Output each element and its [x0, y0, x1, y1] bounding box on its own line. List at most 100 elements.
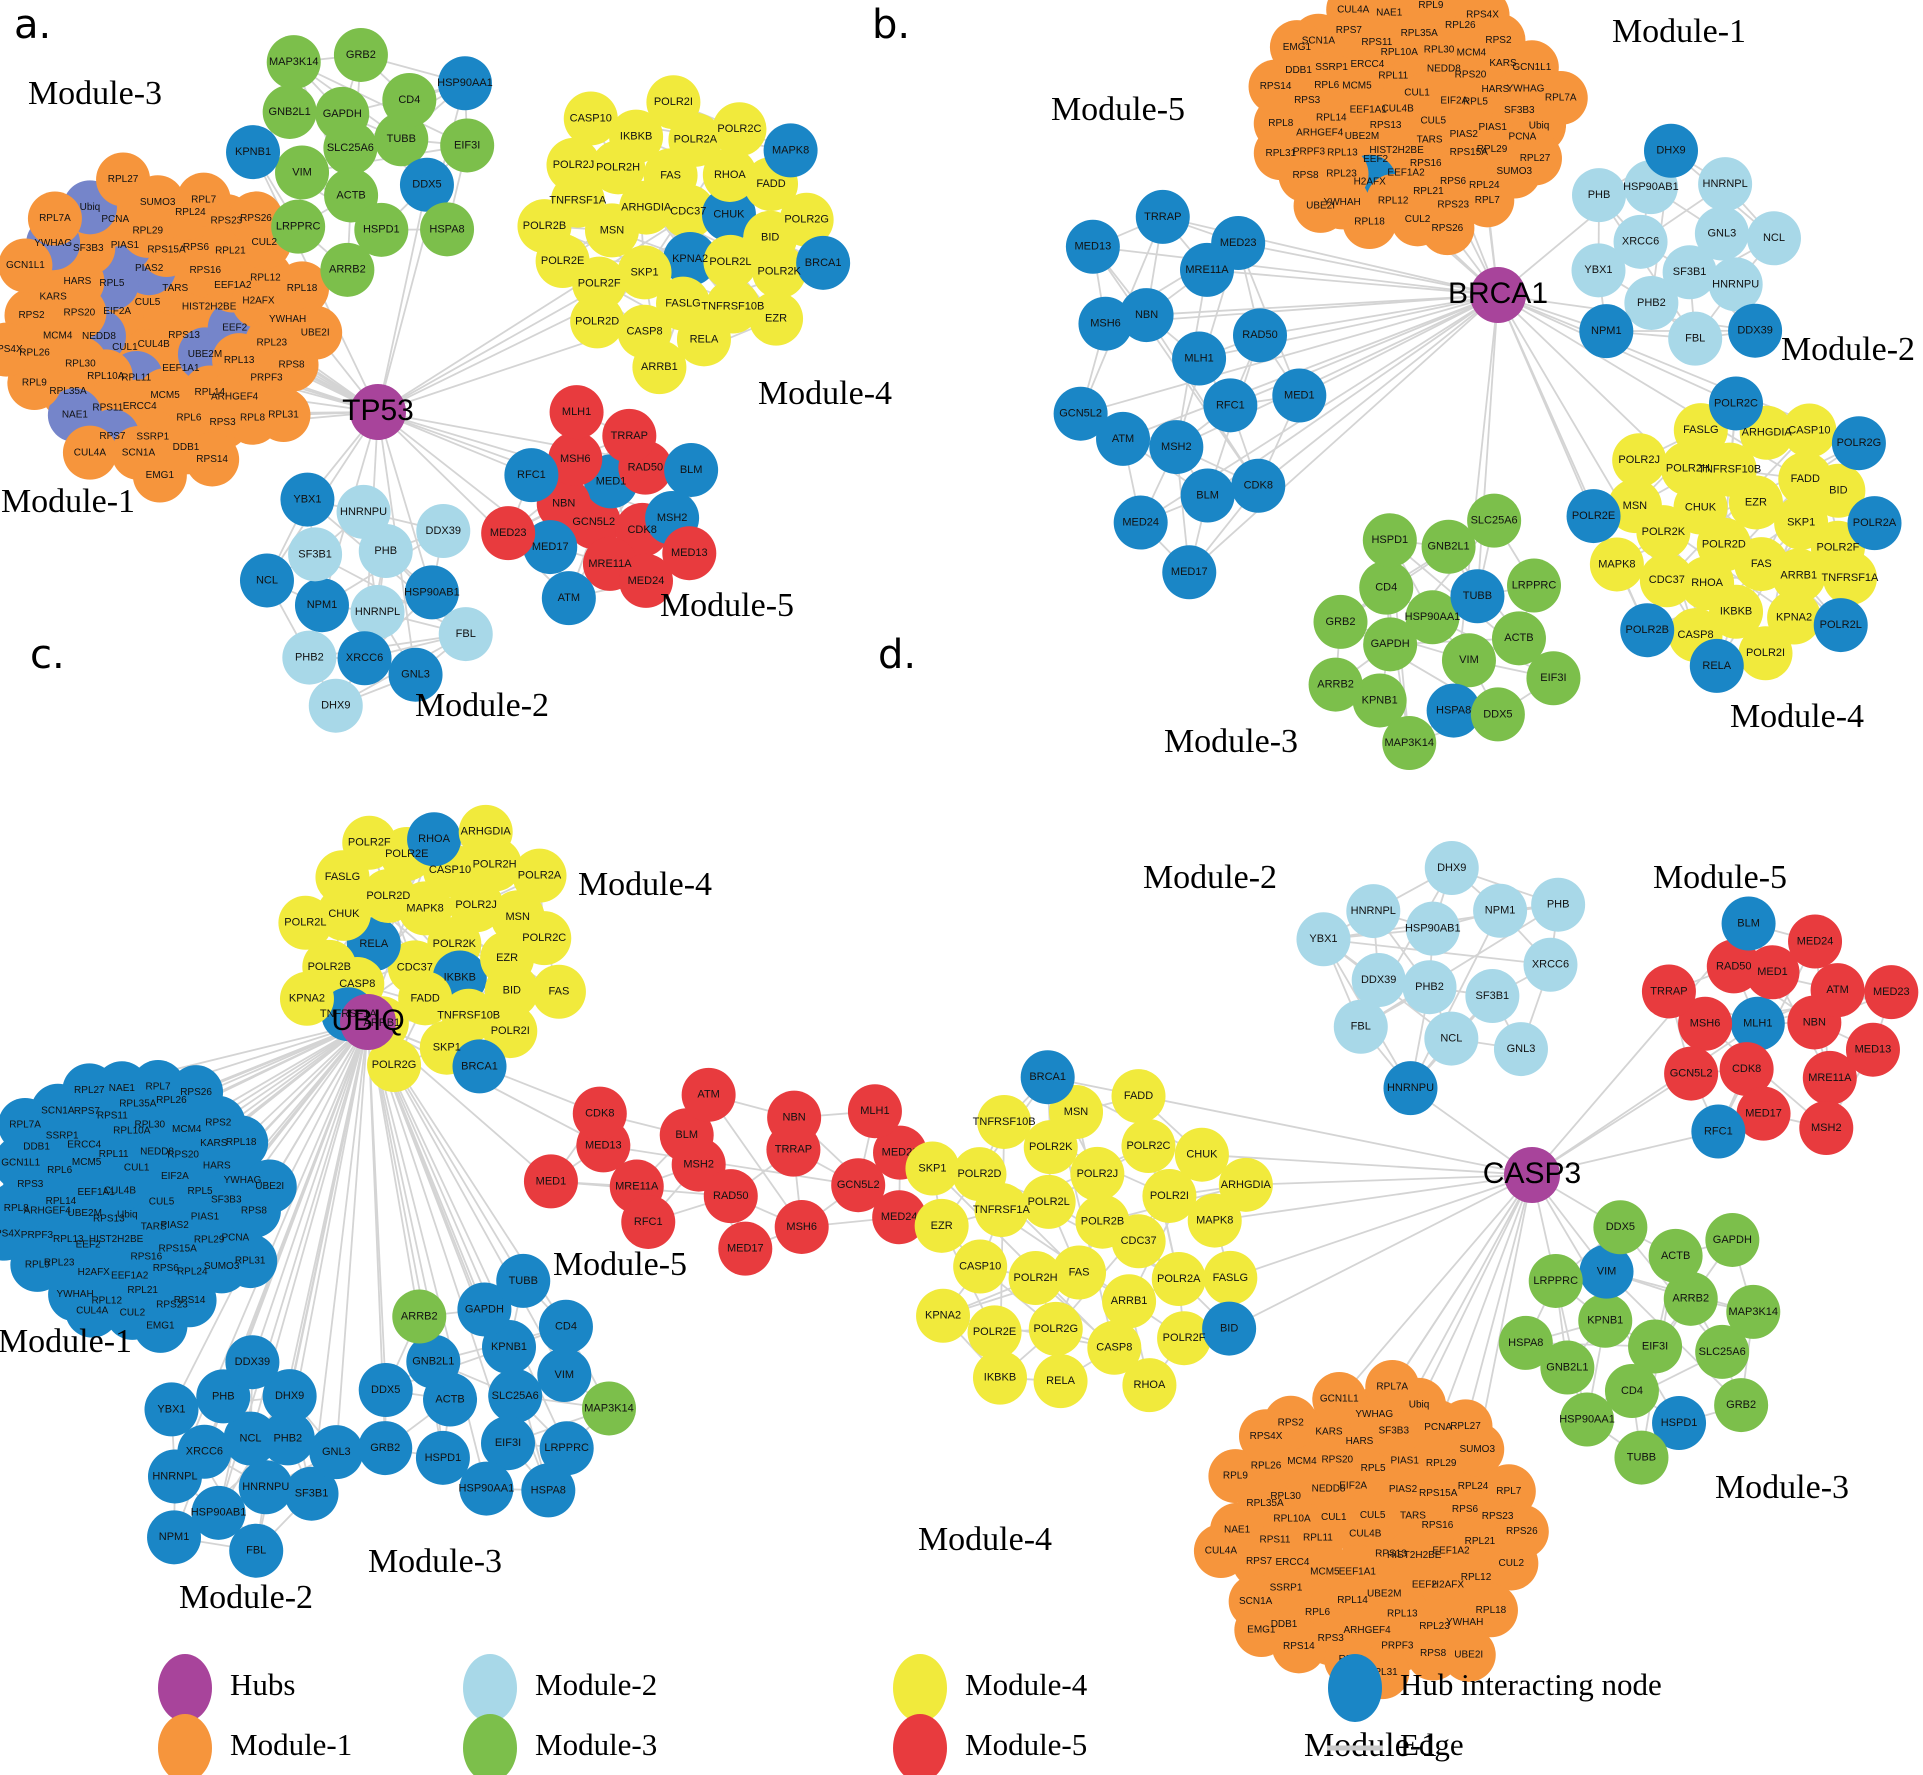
node-XRCC6[interactable] [1523, 937, 1578, 992]
node-NPM1[interactable] [1579, 304, 1634, 359]
node-HSPD1[interactable] [1362, 513, 1417, 568]
node-CD4[interactable] [1359, 560, 1414, 615]
node-HNRNPL[interactable] [147, 1449, 202, 1504]
node-HSP90AB1[interactable] [404, 565, 459, 620]
node-PHB2[interactable] [1402, 960, 1457, 1015]
node-LRPPRC[interactable] [271, 199, 326, 254]
node-MAP3K14[interactable] [1382, 716, 1437, 771]
node-TNFRSF10B[interactable] [977, 1094, 1032, 1149]
node-DDX5[interactable] [399, 157, 454, 212]
node-LRPPRC[interactable] [539, 1421, 594, 1476]
node-DDX5[interactable] [1470, 687, 1525, 742]
node-POLR2A[interactable] [1151, 1251, 1206, 1306]
node-XRCC6[interactable] [1613, 214, 1668, 269]
node-EIF3I[interactable] [1628, 1319, 1683, 1374]
node-RFC1[interactable] [621, 1194, 676, 1249]
node-BRCA1[interactable] [452, 1039, 507, 1094]
node-TNFRSF1A[interactable] [1822, 551, 1877, 606]
node-POLR2I[interactable] [1142, 1168, 1197, 1223]
node-NBN[interactable] [1119, 288, 1174, 343]
node-SKP1[interactable] [905, 1141, 960, 1196]
node-POLR2B[interactable] [517, 199, 572, 254]
node-NPM1[interactable] [147, 1510, 202, 1565]
node-POLR2E[interactable] [967, 1305, 1022, 1360]
node-POLR2F[interactable] [342, 815, 397, 870]
node-HNRNPL[interactable] [350, 584, 405, 639]
node-MSH2[interactable] [1149, 420, 1204, 475]
node-HNRNPL[interactable] [1698, 157, 1753, 212]
node-KPNA2[interactable] [279, 971, 334, 1026]
node-EMG1[interactable] [132, 448, 187, 503]
node-POLR2G[interactable] [1831, 416, 1886, 471]
node-NBN[interactable] [767, 1090, 822, 1145]
node-POLR2L[interactable] [1021, 1174, 1076, 1229]
node-ATM[interactable] [1096, 411, 1151, 466]
node-GCN5L2[interactable] [1664, 1046, 1719, 1101]
node-MLH1[interactable] [1172, 331, 1227, 386]
node-MED17[interactable] [718, 1221, 773, 1276]
node-POLR2J[interactable] [546, 137, 601, 192]
node-RHOA[interactable] [702, 147, 757, 202]
node-FADD[interactable] [1111, 1069, 1166, 1124]
node-HSP90AA1[interactable] [1560, 1392, 1615, 1447]
node-GNL3[interactable] [388, 647, 443, 702]
node-POLR2F[interactable] [1157, 1311, 1212, 1366]
node-MED23[interactable] [481, 506, 536, 561]
node-DHX9[interactable] [1643, 123, 1698, 178]
node-EMG1[interactable] [1269, 20, 1324, 75]
node-FBL[interactable] [229, 1523, 284, 1578]
node-RAD50[interactable] [1232, 308, 1287, 363]
node-RHOA[interactable] [407, 812, 462, 867]
node-POLR2A[interactable] [1847, 496, 1902, 551]
node-YBX1[interactable] [280, 472, 335, 527]
node-IKBKB[interactable] [609, 109, 664, 164]
node-KPNB1[interactable] [1352, 673, 1407, 728]
node-RAD50[interactable] [1706, 939, 1761, 994]
node-HSP90AA1[interactable] [459, 1461, 514, 1516]
node-ARRB1[interactable] [1771, 548, 1826, 603]
node-MED13[interactable] [662, 526, 717, 581]
node-MAP3K14[interactable] [1726, 1284, 1781, 1339]
node-LRPPRC[interactable] [1507, 558, 1562, 613]
node-CUL4A[interactable] [1193, 1524, 1248, 1579]
node-CD4[interactable] [538, 1299, 593, 1354]
node-DDX39[interactable] [416, 504, 471, 559]
node-EZR[interactable] [914, 1198, 969, 1253]
node-GRB2[interactable] [1313, 594, 1368, 649]
node-MED24[interactable] [872, 1190, 927, 1245]
node-ARRB2[interactable] [392, 1289, 447, 1344]
node-UBE2I[interactable] [1441, 1627, 1496, 1682]
node-DHX9[interactable] [308, 678, 363, 733]
node-DDX5[interactable] [1593, 1200, 1648, 1255]
node-POLR2C[interactable] [517, 911, 572, 966]
node-ARRB2[interactable] [1308, 657, 1363, 712]
node-SF3B1[interactable] [1662, 245, 1717, 300]
node-MAP3K14[interactable] [582, 1381, 637, 1436]
node-BLM[interactable] [659, 1108, 714, 1163]
node-NCL[interactable] [223, 1411, 278, 1466]
node-POLR2I[interactable] [646, 75, 701, 130]
node-RPL27[interactable] [96, 152, 151, 207]
node-RFC1[interactable] [504, 448, 559, 503]
node-DHX9[interactable] [1424, 841, 1479, 896]
node-DDX39[interactable] [1351, 953, 1406, 1008]
node-MAP3K14[interactable] [266, 35, 321, 90]
node-RPL18[interactable] [275, 261, 330, 316]
node-GRB2[interactable] [333, 27, 388, 82]
node-RPL7A[interactable] [1365, 1359, 1420, 1414]
node-RPL7[interactable] [176, 172, 231, 227]
node-CDC37[interactable] [1639, 553, 1694, 608]
node-MLH1[interactable] [1730, 996, 1785, 1051]
node-RPS4X[interactable] [1238, 1409, 1293, 1464]
node-GCN5L2[interactable] [1053, 386, 1108, 441]
node-SLC25A6[interactable] [488, 1368, 543, 1423]
node-TUBB[interactable] [1614, 1430, 1669, 1485]
node-BLM[interactable] [664, 442, 719, 497]
node-RPL31[interactable] [223, 1234, 278, 1289]
node-EIF3I[interactable] [481, 1416, 536, 1471]
node-BRCA1[interactable] [1020, 1050, 1075, 1105]
node-UBE2I[interactable] [288, 305, 343, 360]
node-POLR2L[interactable] [278, 895, 333, 950]
node-UBE2I[interactable] [1293, 178, 1348, 233]
hub-node-CASP3[interactable] [1504, 1147, 1560, 1203]
